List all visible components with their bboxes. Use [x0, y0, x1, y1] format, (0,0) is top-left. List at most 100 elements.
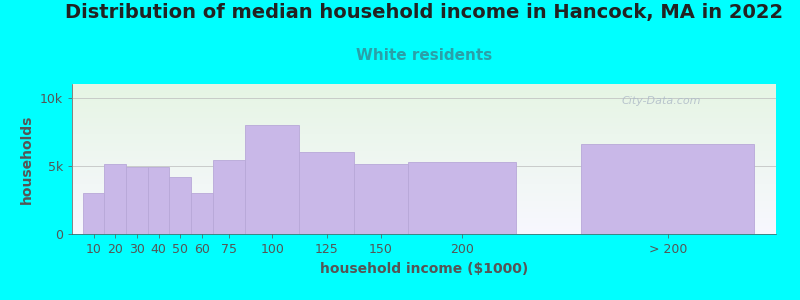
Bar	[170, 177, 191, 234]
Bar	[72, 114, 776, 115]
Bar	[72, 194, 776, 195]
Bar	[72, 158, 776, 159]
Bar	[72, 219, 776, 220]
Bar	[246, 125, 299, 234]
Bar	[72, 212, 776, 213]
Bar	[72, 134, 776, 135]
Bar	[72, 224, 776, 225]
Bar	[72, 179, 776, 180]
Bar	[72, 217, 776, 218]
Bar	[72, 157, 776, 158]
Bar	[72, 95, 776, 96]
Bar	[72, 135, 776, 136]
Bar	[72, 156, 776, 157]
Bar	[72, 218, 776, 219]
Bar	[72, 124, 776, 125]
Bar	[72, 178, 776, 179]
Bar	[148, 167, 170, 234]
Bar	[72, 121, 776, 122]
Text: White residents: White residents	[356, 48, 492, 63]
Bar	[72, 111, 776, 112]
Bar	[72, 231, 776, 232]
Bar	[72, 148, 776, 149]
Bar	[72, 181, 776, 182]
Bar	[72, 86, 776, 87]
Bar	[72, 184, 776, 185]
Bar	[72, 210, 776, 211]
Bar	[72, 229, 776, 230]
Bar	[72, 100, 776, 101]
Bar	[72, 107, 776, 108]
Bar	[72, 227, 776, 228]
Bar	[72, 143, 776, 144]
Bar	[72, 168, 776, 169]
Bar	[72, 198, 776, 199]
Bar	[72, 106, 776, 107]
Bar	[72, 132, 776, 133]
Bar	[72, 136, 776, 137]
Bar	[72, 120, 776, 121]
Bar	[72, 87, 776, 88]
Bar	[72, 180, 776, 181]
Bar	[72, 91, 776, 92]
Bar	[72, 146, 776, 147]
Bar	[72, 201, 776, 202]
Bar	[72, 183, 776, 184]
Bar	[72, 108, 776, 109]
Bar	[72, 104, 776, 105]
Bar	[72, 153, 776, 154]
Bar	[72, 188, 776, 189]
Bar	[72, 205, 776, 206]
Bar	[72, 165, 776, 166]
Bar	[72, 187, 776, 188]
Bar	[72, 115, 776, 116]
Bar	[72, 127, 776, 128]
Bar	[72, 105, 776, 106]
Bar	[72, 225, 776, 226]
Bar	[354, 164, 408, 234]
Bar	[72, 206, 776, 207]
Bar	[72, 137, 776, 138]
Text: Distribution of median household income in Hancock, MA in 2022: Distribution of median household income …	[65, 3, 783, 22]
Bar	[83, 193, 105, 234]
Bar	[72, 116, 776, 117]
Bar	[72, 171, 776, 172]
Bar	[72, 150, 776, 151]
Bar	[213, 160, 246, 234]
Bar	[72, 211, 776, 212]
Bar	[72, 172, 776, 173]
Bar	[72, 101, 776, 102]
Bar	[72, 155, 776, 156]
Bar	[72, 117, 776, 118]
Bar	[72, 204, 776, 205]
Bar	[72, 96, 776, 97]
Bar	[72, 112, 776, 113]
Bar	[72, 144, 776, 145]
Bar	[72, 84, 776, 85]
Bar	[72, 92, 776, 93]
Bar	[72, 113, 776, 114]
Bar	[72, 220, 776, 221]
Bar	[126, 167, 148, 234]
Bar	[72, 169, 776, 170]
Bar	[72, 129, 776, 130]
Bar	[72, 226, 776, 227]
Bar	[72, 154, 776, 155]
Bar	[72, 90, 776, 91]
Bar	[72, 103, 776, 104]
Bar	[72, 230, 776, 231]
Bar	[72, 162, 776, 163]
Bar	[72, 94, 776, 95]
Bar	[72, 228, 776, 229]
Bar	[72, 193, 776, 194]
Bar	[72, 173, 776, 174]
Bar	[72, 189, 776, 190]
Bar	[72, 130, 776, 131]
Text: City-Data.com: City-Data.com	[621, 96, 701, 106]
Bar	[72, 98, 776, 99]
Bar	[72, 195, 776, 196]
Bar	[72, 131, 776, 132]
Bar	[72, 152, 776, 153]
Y-axis label: households: households	[20, 114, 34, 204]
Bar	[72, 233, 776, 234]
